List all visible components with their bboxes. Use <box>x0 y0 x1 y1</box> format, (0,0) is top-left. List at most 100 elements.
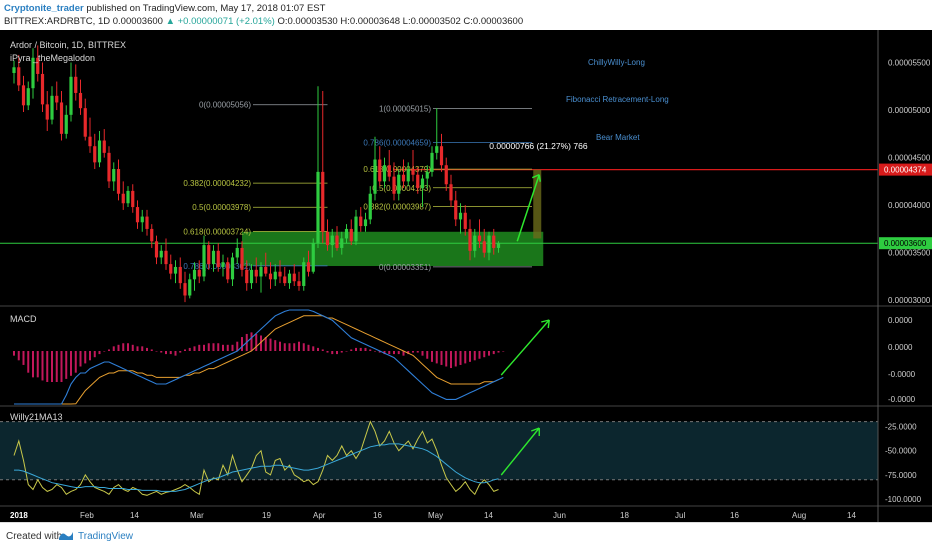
macd-histogram-bar <box>426 351 429 359</box>
time-tick-label: 14 <box>484 511 493 520</box>
candle <box>454 200 458 220</box>
macd-histogram-bar <box>445 351 448 367</box>
time-tick-label: 2018 <box>10 511 28 520</box>
macd-histogram-bar <box>260 335 262 351</box>
macd-histogram-bar <box>226 344 229 351</box>
candle <box>83 108 87 137</box>
price-tick-label: 0.00004500 <box>888 154 931 163</box>
fib-left-label: 0(0.00005056) <box>199 101 251 110</box>
macd-histogram-bar <box>84 351 87 364</box>
candle <box>102 140 106 153</box>
candle <box>188 279 192 296</box>
chart-title: Ardor / Bitcoin, 1D, BITTREX <box>10 40 126 50</box>
candle <box>211 250 216 265</box>
annotation-label: Fibonacci Retracement-Long <box>566 95 669 104</box>
macd-histogram-bar <box>141 346 144 351</box>
macd-histogram-bar <box>421 351 424 356</box>
tradingview-brand[interactable]: TradingView <box>78 531 134 542</box>
macd-histogram-bar <box>51 351 53 382</box>
macd-histogram-bar <box>32 351 34 378</box>
fib-left-label: 0.382(0.00004232) <box>183 179 251 188</box>
candle <box>107 152 111 182</box>
macd-histogram-bar <box>478 351 481 359</box>
candle <box>169 264 173 274</box>
candle <box>264 266 268 274</box>
macd-histogram-bar <box>340 351 343 353</box>
macd-histogram-bar <box>326 351 329 353</box>
candle <box>116 169 121 194</box>
macd-histogram-bar <box>146 347 148 351</box>
arrow-head-icon <box>531 427 540 436</box>
candle <box>411 169 415 175</box>
candle <box>216 250 220 267</box>
macd-histogram-bar <box>264 337 267 351</box>
macd-histogram-bar <box>454 351 457 367</box>
macd-histogram-bar <box>22 351 25 365</box>
resistance-price-label: 0.00004374 <box>884 166 927 175</box>
candle <box>302 262 306 286</box>
macd-histogram-bar <box>193 346 196 351</box>
macd-histogram-bar <box>321 349 324 351</box>
fib-right-label: 0.786(0.00004659) <box>363 138 431 147</box>
resistance-price-tag <box>879 163 932 176</box>
willy-ma-line <box>14 443 499 492</box>
macd-histogram-bar <box>492 351 495 355</box>
macd-histogram-bar <box>131 344 134 351</box>
price-pane: 0(0.00005056) 0.382(0.00004232) 0.5(0.0000… <box>0 40 878 303</box>
macd-histogram-bar <box>250 332 253 351</box>
macd-histogram-bar <box>483 351 486 358</box>
macd-histogram-bar <box>269 338 272 351</box>
macd-histogram-bar <box>17 351 20 361</box>
macd-histogram-bar <box>350 349 353 351</box>
candle <box>126 190 130 204</box>
candle <box>78 92 83 109</box>
macd-histogram-bar <box>112 346 115 351</box>
last-price-label: 0.00003600 <box>884 239 927 248</box>
macd-histogram-bar <box>255 333 258 351</box>
candle <box>121 193 125 204</box>
macd-histogram-bar <box>36 351 39 378</box>
macd-histogram-bar <box>469 351 471 362</box>
macd-histogram-bar <box>440 351 443 365</box>
macd-histogram-bar <box>212 343 215 351</box>
macd-histogram-bar <box>393 351 395 355</box>
time-tick-label: 14 <box>847 511 856 520</box>
candle <box>59 102 64 134</box>
macd-histogram-bar <box>298 341 300 351</box>
candle <box>97 140 102 163</box>
macd-histogram-bar <box>355 347 357 351</box>
chart-area[interactable]: 0(0.00005056) 0.382(0.00004232) 0.5(0.0000… <box>0 30 932 522</box>
macd-histogram-bar <box>302 343 305 351</box>
macd-histogram-bar <box>241 337 243 351</box>
footer: Created with TradingView <box>0 522 932 551</box>
arrow-head-icon <box>541 319 550 329</box>
fib-left-label: 0.618(0.00003724) <box>183 227 251 236</box>
macd-histogram-bar <box>93 351 96 358</box>
candle <box>50 95 54 120</box>
candle <box>192 269 197 280</box>
projection-arrow <box>516 174 540 242</box>
candle <box>278 271 282 277</box>
willy-tick-label: -50.0000 <box>885 447 917 456</box>
price-tick-label: 0.00005500 <box>888 59 931 68</box>
candle <box>473 235 477 251</box>
macd-histogram-bar <box>150 349 153 351</box>
candle <box>439 146 444 166</box>
macd-histogram-bar <box>160 351 163 353</box>
author-link[interactable]: Cryptonite_trader <box>4 3 84 14</box>
macd-histogram-bar <box>317 347 319 351</box>
candle <box>430 152 434 172</box>
willy-line <box>13 420 499 496</box>
candle <box>316 171 320 244</box>
macd-histogram-bar <box>174 351 177 356</box>
macd-histogram-bar <box>374 351 376 352</box>
candle <box>330 235 334 246</box>
chart-svg[interactable]: 0(0.00005056) 0.382(0.00004232) 0.5(0.0000… <box>0 30 932 522</box>
candle <box>349 228 353 242</box>
macd-histogram-bar <box>336 351 338 355</box>
candle <box>159 250 163 258</box>
candle <box>468 228 472 251</box>
time-tick-label: Jun <box>553 511 566 520</box>
macd-histogram-bar <box>359 347 362 351</box>
candle <box>363 219 368 227</box>
